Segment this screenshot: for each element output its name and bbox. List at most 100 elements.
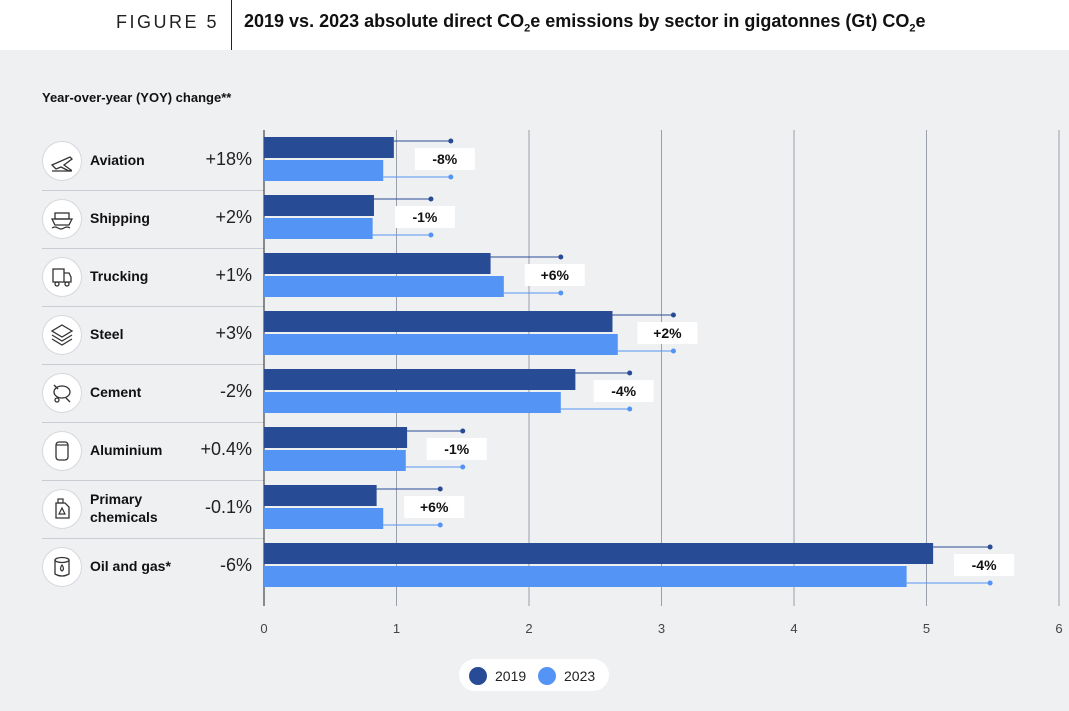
title-part3: e (915, 11, 926, 31)
row-divider (42, 248, 264, 249)
row-divider (42, 538, 264, 539)
sector-row: Shipping +2% (42, 190, 264, 248)
figure-header: FIGURE 5 2019 vs. 2023 absolute direct C… (0, 0, 1069, 50)
figure-title: 2019 vs. 2023 absolute direct CO2e emiss… (244, 11, 926, 35)
yoy-value: +0.4% (200, 439, 252, 459)
yoy-value: +1% (215, 265, 252, 285)
change-label: -4% (611, 383, 636, 399)
change-label-box (426, 438, 487, 460)
legend-item-2023: 2023 (538, 667, 595, 685)
change-label-box (524, 264, 585, 286)
header-divider (231, 0, 232, 50)
sector-row: Aviation +18% (42, 132, 264, 190)
x-tick-label: 0 (260, 621, 267, 636)
x-tick-label: 6 (1055, 621, 1062, 636)
yoy-value: +18% (205, 149, 252, 169)
sector-label: Cement (90, 384, 142, 400)
x-tick-label: 1 (393, 621, 400, 636)
sector-label: Oil and gas* (90, 558, 171, 574)
marker-dot-2023 (460, 464, 466, 470)
change-label: -1% (444, 441, 469, 457)
cement-mixer-icon (42, 373, 82, 413)
marker-dot-2019 (448, 138, 454, 144)
aluminium-can-icon (42, 431, 82, 471)
sector-row: Oil and gas* -6% (42, 538, 264, 596)
change-label: +6% (541, 267, 570, 283)
yoy-value: +3% (215, 323, 252, 343)
bar-2023 (264, 160, 384, 181)
marker-dot-2019 (460, 428, 466, 434)
figure-label: FIGURE 5 (116, 12, 220, 32)
row-divider (42, 480, 264, 481)
marker-dot-2023 (428, 232, 434, 238)
row-divider (42, 422, 264, 423)
yoy-value: -0.1% (204, 497, 252, 517)
change-label-box (404, 496, 465, 518)
change-label: +2% (653, 325, 682, 341)
bar-2023 (264, 334, 618, 355)
bar-2023 (264, 392, 561, 413)
marker-dot-2023 (558, 290, 564, 296)
x-tick-label: 4 (790, 621, 797, 636)
change-label: -8% (432, 151, 457, 167)
marker-dot-2023 (670, 348, 676, 354)
truck-icon (42, 257, 82, 297)
marker-dot-2019 (558, 254, 564, 260)
legend-swatch-2019 (469, 667, 487, 685)
bar-2019 (264, 311, 613, 332)
row-divider (42, 190, 264, 191)
title-subscript-2: 2 (909, 22, 916, 35)
change-label-box (414, 148, 475, 170)
change-label: -4% (972, 557, 997, 573)
title-part2: e emissions by sector in gigatonnes (Gt)… (530, 11, 910, 31)
steel-beam-icon (42, 315, 82, 355)
bar-2023 (264, 450, 406, 471)
bar-2019 (264, 369, 576, 390)
legend: 2019 2023 (459, 659, 609, 691)
marker-dot-2023 (448, 174, 454, 180)
marker-dot-2019 (627, 370, 633, 376)
legend-item-2019: 2019 (469, 667, 526, 685)
sector-label: Aluminium (90, 442, 163, 458)
sector-label: Aviation (90, 152, 145, 168)
chemical-canister-icon (42, 489, 82, 529)
marker-dot-2019 (437, 486, 443, 492)
legend-label-2023: 2023 (564, 668, 596, 684)
bar-2019 (264, 485, 377, 506)
x-tick-label: 3 (658, 621, 665, 636)
title-subscript-1: 2 (524, 22, 531, 35)
bar-2023 (264, 508, 384, 529)
airplane-icon (42, 141, 82, 181)
bar-2019 (264, 253, 491, 274)
marker-dot-2019 (670, 312, 676, 318)
change-label-box (394, 206, 455, 228)
marker-dot-2023 (987, 580, 993, 586)
marker-dot-2019 (987, 544, 993, 550)
change-label-box (637, 322, 698, 344)
bar-2019 (264, 427, 408, 448)
bar-2023 (264, 566, 907, 587)
row-divider (42, 364, 264, 365)
yoy-title: Year-over-year (YOY) change** (42, 90, 232, 105)
bar-2019 (264, 543, 934, 564)
sector-row: Aluminium +0.4% (42, 422, 264, 480)
oil-barrel-icon (42, 547, 82, 587)
row-divider (42, 306, 264, 307)
yoy-value: +2% (215, 207, 252, 227)
legend-label-2019: 2019 (495, 668, 527, 684)
change-label: -1% (412, 209, 437, 225)
sector-row: Cement -2% (42, 364, 264, 422)
change-label: +6% (420, 499, 449, 515)
change-label-box (954, 554, 1015, 576)
marker-dot-2019 (428, 196, 434, 202)
sector-label: Shipping (90, 210, 150, 226)
bar-2023 (264, 218, 373, 239)
sector-row: Primary chemicals -0.1% (42, 480, 264, 538)
sector-row: Trucking +1% (42, 248, 264, 306)
x-tick-label: 5 (923, 621, 930, 636)
sector-label: Steel (90, 326, 124, 342)
marker-dot-2023 (627, 406, 633, 412)
legend-swatch-2023 (538, 667, 556, 685)
title-part1: 2019 vs. 2023 absolute direct CO (244, 11, 525, 31)
